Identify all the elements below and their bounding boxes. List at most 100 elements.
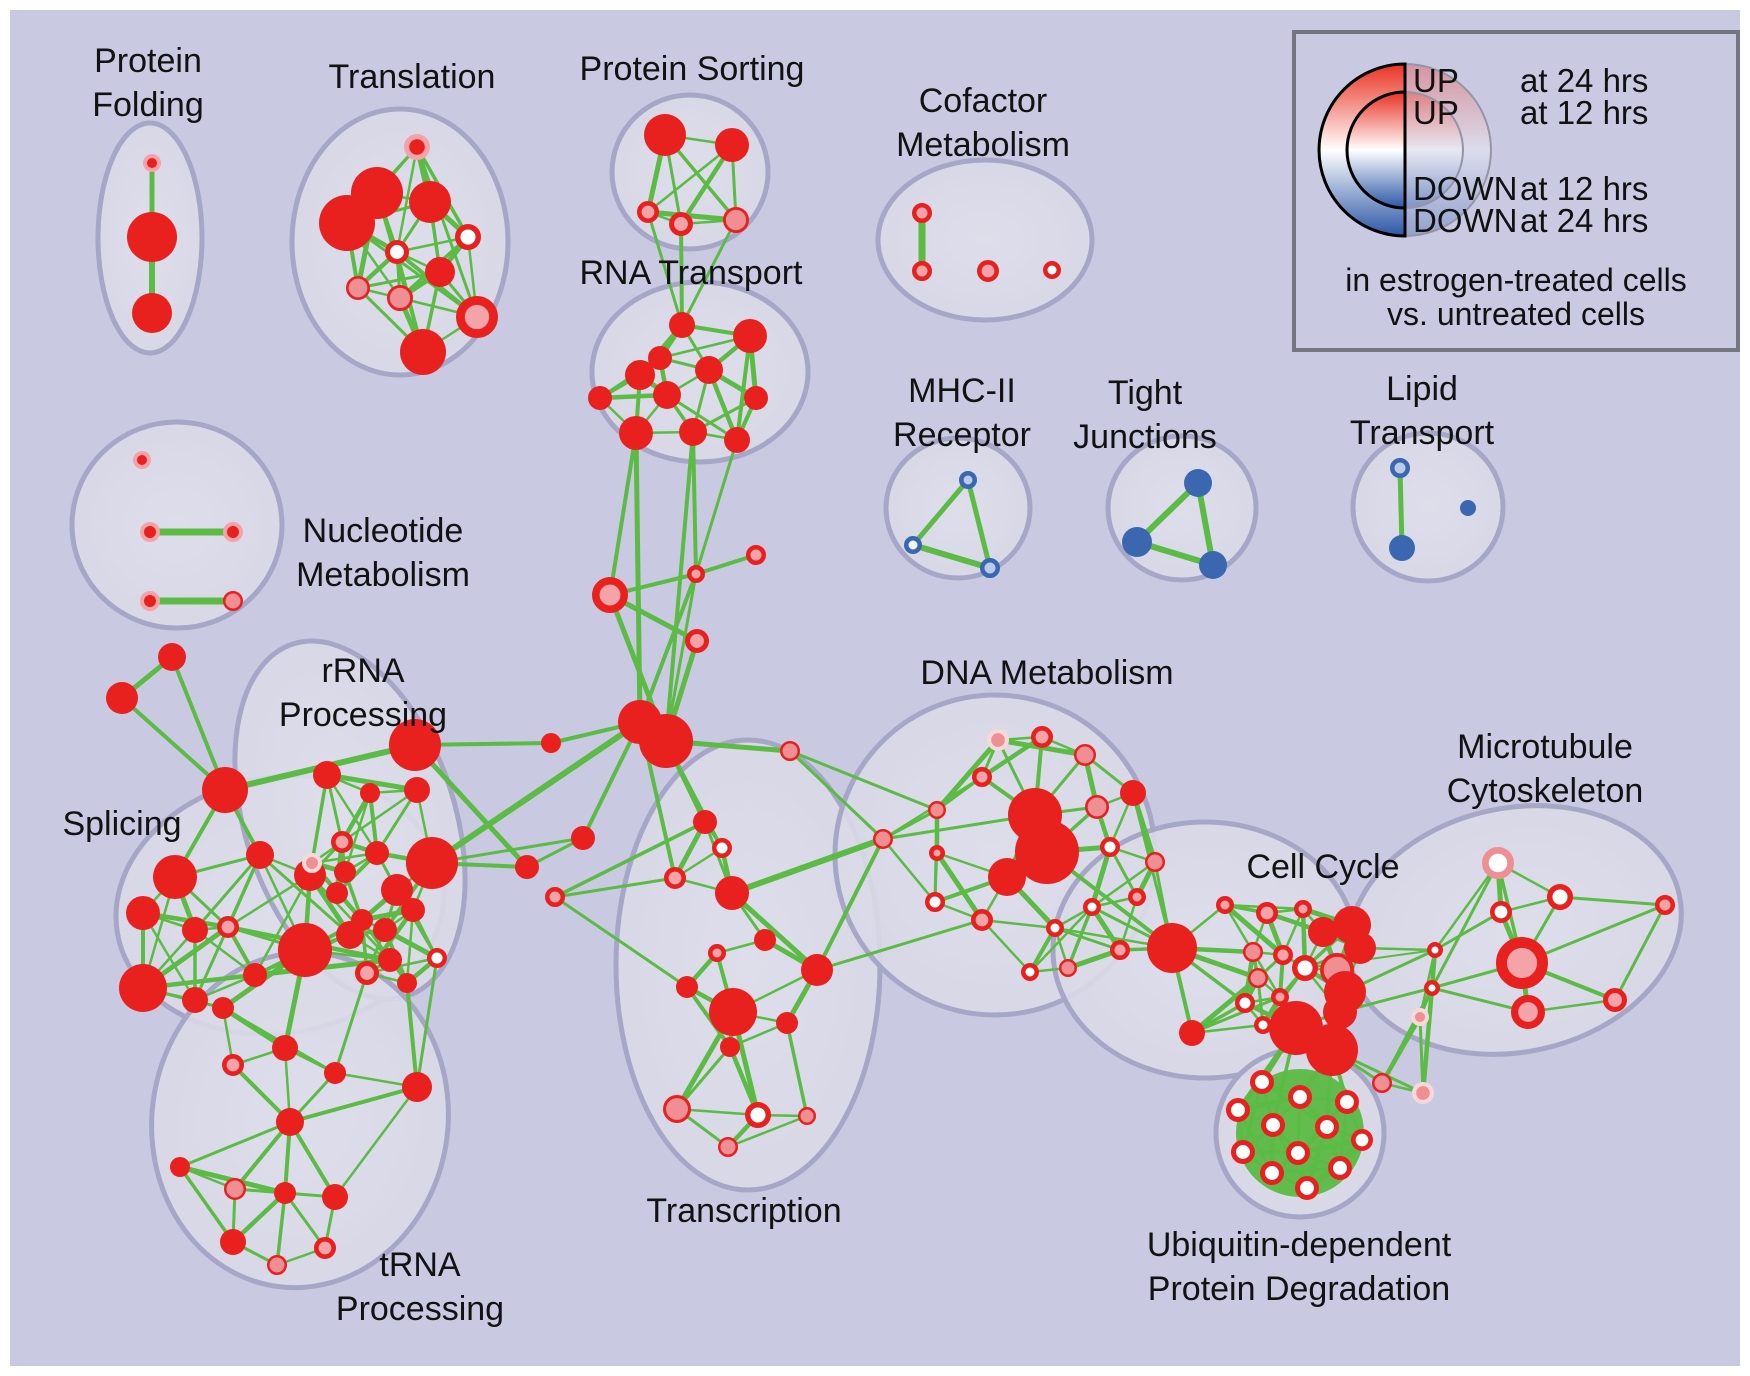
node-sp-2 bbox=[182, 917, 208, 943]
edge bbox=[415, 956, 439, 1089]
node-cf-0 bbox=[912, 203, 932, 223]
edge bbox=[253, 873, 312, 977]
node-dn-9 bbox=[988, 858, 1026, 896]
node-mt-11 bbox=[1411, 1081, 1434, 1104]
node-tr-4 bbox=[402, 1072, 432, 1102]
edge bbox=[429, 719, 643, 866]
node-tr-12 bbox=[267, 1255, 287, 1275]
node-nm-4 bbox=[223, 591, 243, 611]
node-rr-11 bbox=[373, 918, 397, 942]
cluster-nm-ellipse bbox=[69, 419, 285, 631]
node-sp-11 bbox=[246, 841, 274, 869]
legend-inner-left-half bbox=[1345, 90, 1407, 210]
node-cc-17 bbox=[1216, 896, 1234, 914]
edge bbox=[1089, 844, 1113, 910]
node-nm-3 bbox=[140, 591, 160, 611]
node-rr-12 bbox=[401, 898, 425, 922]
node-dn-5 bbox=[1120, 780, 1146, 806]
node-bb-4 bbox=[541, 733, 561, 753]
edge bbox=[645, 209, 739, 223]
edge bbox=[694, 553, 758, 576]
edge bbox=[788, 749, 939, 812]
edge bbox=[553, 876, 677, 899]
node-tr-5 bbox=[276, 1108, 304, 1136]
edge bbox=[1380, 986, 1434, 1085]
cluster-lt-ellipse bbox=[1350, 430, 1506, 584]
edge bbox=[412, 742, 530, 870]
node-lt-2 bbox=[1460, 500, 1476, 516]
node-cc-5 bbox=[1344, 932, 1376, 964]
edge bbox=[405, 908, 415, 985]
node-mt-2 bbox=[1490, 900, 1513, 923]
node-tl-0 bbox=[404, 134, 431, 161]
edge bbox=[910, 477, 971, 548]
node-dn-17 bbox=[1128, 888, 1146, 906]
node-tx-8 bbox=[801, 954, 833, 986]
node-mt-9 bbox=[1655, 895, 1675, 915]
edge bbox=[646, 210, 684, 327]
cluster-cf-label: Cofactor Metabolism bbox=[896, 82, 1070, 164]
node-sp-7 bbox=[243, 963, 267, 987]
edge bbox=[729, 836, 886, 896]
node-cc-15 bbox=[1323, 995, 1357, 1029]
edge bbox=[694, 438, 739, 576]
node-cc-0 bbox=[1147, 923, 1197, 973]
node-dn-1 bbox=[1031, 725, 1054, 748]
edge bbox=[1433, 910, 1503, 952]
node-mt-0 bbox=[1481, 846, 1514, 879]
node-tr-1 bbox=[221, 1054, 244, 1077]
edge bbox=[288, 1085, 419, 1124]
node-dn-6 bbox=[928, 801, 946, 819]
node-tx-5 bbox=[708, 944, 726, 962]
node-dn-8 bbox=[1015, 820, 1079, 884]
cluster-pf-label: Protein Folding bbox=[92, 42, 204, 124]
node-tx-2 bbox=[663, 866, 686, 889]
edge bbox=[333, 1085, 419, 1199]
node-sp-6 bbox=[182, 987, 208, 1013]
node-tx-6 bbox=[754, 929, 776, 951]
node-sp-0 bbox=[153, 855, 197, 899]
node-ub-11 bbox=[1295, 1176, 1320, 1201]
node-bb-3 bbox=[685, 629, 710, 654]
node-mt-3 bbox=[1427, 942, 1443, 958]
edge bbox=[310, 773, 329, 865]
edge bbox=[910, 542, 993, 571]
edge bbox=[170, 655, 227, 792]
node-tx-4 bbox=[545, 887, 565, 907]
node-dn-13 bbox=[925, 892, 945, 912]
node-rt-6 bbox=[588, 386, 612, 410]
node-rt-2 bbox=[625, 360, 655, 390]
edge bbox=[815, 837, 885, 972]
node-bb-2 bbox=[592, 577, 629, 614]
node-so-5 bbox=[571, 826, 595, 850]
node-tl-3 bbox=[319, 195, 375, 251]
node-bb-7 bbox=[780, 741, 800, 761]
edge bbox=[685, 985, 732, 1049]
node-so-2 bbox=[202, 767, 248, 813]
legend-inner-right-half bbox=[1404, 90, 1464, 210]
node-so-3 bbox=[389, 719, 441, 771]
node-mt-8 bbox=[1411, 1008, 1429, 1026]
node-tx-10 bbox=[776, 1012, 798, 1034]
node-tj-1 bbox=[1122, 527, 1152, 557]
node-tr-11 bbox=[313, 1237, 336, 1260]
node-ub-0 bbox=[1250, 1070, 1275, 1095]
edge bbox=[178, 1165, 235, 1244]
node-ub-2 bbox=[1335, 1090, 1360, 1115]
node-ub-4 bbox=[1261, 1113, 1286, 1138]
node-tl-5 bbox=[384, 240, 409, 265]
node-rt-0 bbox=[669, 312, 695, 338]
node-tx-13 bbox=[744, 1101, 771, 1128]
node-sp-5 bbox=[119, 964, 167, 1012]
node-pf-2 bbox=[132, 293, 172, 333]
edge bbox=[283, 1191, 327, 1250]
cluster-nm-label: Nucleotide Metabolism bbox=[296, 512, 470, 594]
edge bbox=[729, 890, 820, 973]
node-dn-14 bbox=[970, 908, 993, 931]
edge bbox=[633, 430, 643, 725]
edge bbox=[275, 1191, 287, 1267]
node-lt-1 bbox=[1389, 535, 1415, 561]
node-rr-15 bbox=[397, 973, 417, 993]
node-bb-1 bbox=[746, 545, 766, 565]
